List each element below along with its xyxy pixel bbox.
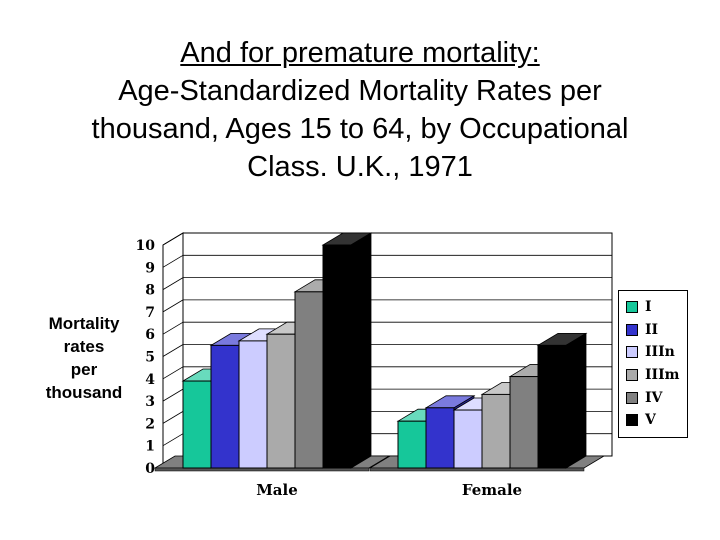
bar-II-male <box>210 344 240 469</box>
bar-IIIn-female <box>453 409 483 469</box>
legend-label: IIIm <box>645 367 680 384</box>
legend-item-iv: IV <box>626 386 687 409</box>
y-tick-label: 0 <box>145 461 155 477</box>
chart-legend: I II IIIn IIIm IV V <box>618 290 688 438</box>
gridline-side <box>162 411 184 424</box>
bar-IIIm-female <box>481 393 511 469</box>
legend-swatch <box>626 369 638 382</box>
x-tick-label-male: Male <box>256 481 298 499</box>
y-tick-label: 3 <box>145 394 155 410</box>
title-line-1: And for premature mortality: <box>180 37 540 69</box>
y-tick-label: 9 <box>145 260 155 276</box>
y-tick-label: 7 <box>145 305 155 321</box>
bar-V-male <box>322 244 352 469</box>
legend-swatch <box>626 391 638 404</box>
legend-item-ii: II <box>626 319 687 342</box>
legend-item-i: I <box>626 296 687 319</box>
legend-swatch <box>626 301 638 314</box>
y-tick-label: 10 <box>136 238 156 254</box>
bar-IV-female <box>509 376 539 469</box>
bar-IIIm-male <box>266 333 296 469</box>
title-line-4: Class. U.K., 1971 <box>247 151 473 183</box>
y-tick-label: 6 <box>145 327 155 343</box>
chart-title: And for premature mortality: Age-Standar… <box>40 34 680 186</box>
bar-II-female <box>425 407 455 469</box>
y-axis-label-line-2: rates <box>63 337 105 356</box>
legend-label: IV <box>645 389 663 406</box>
bar-IV-male <box>294 291 324 469</box>
gridline-side <box>162 254 184 268</box>
gridline-side <box>162 433 184 447</box>
y-tick-label: 8 <box>145 283 155 299</box>
y-tick-label: 1 <box>145 439 155 455</box>
gridline-side <box>162 344 184 357</box>
y-axis-label-line-4: thousand <box>45 383 123 402</box>
legend-label: IIIn <box>645 344 675 361</box>
y-tick-label: 2 <box>145 416 155 432</box>
legend-swatch <box>626 414 638 427</box>
gridline-side <box>162 277 184 290</box>
title-line-2: Age-Standardized Mortality Rates per <box>118 75 602 107</box>
gridline-side <box>162 299 184 313</box>
gridline-side <box>162 321 184 335</box>
gridline-side <box>162 366 184 380</box>
legend-item-iiim: IIIm <box>626 364 687 387</box>
y-axis-label: Mortality rates per thousand <box>30 312 138 404</box>
bar-IIIn-male <box>238 340 268 469</box>
y-tick-label: 4 <box>145 372 155 388</box>
bar-side-V-male <box>350 232 372 469</box>
legend-swatch <box>626 323 638 336</box>
y-tick-label: 5 <box>145 350 155 366</box>
title-line-3: thousand, Ages 15 to 64, by Occupational <box>91 113 629 145</box>
bar-I-female <box>397 420 427 469</box>
legend-label: II <box>645 321 659 338</box>
bar-I-male <box>182 380 212 469</box>
legend-label: V <box>645 412 656 429</box>
y-axis-label-line-1: Mortality <box>48 314 120 333</box>
gridline-side <box>162 388 184 402</box>
bar-V-female <box>537 344 567 469</box>
y-axis-label-line-3: per <box>70 360 98 379</box>
legend-swatch <box>626 346 638 359</box>
x-tick-label-female: Female <box>462 481 522 499</box>
legend-label: I <box>645 299 652 316</box>
legend-item-iiin: IIIn <box>626 341 687 364</box>
bar-side-V-female <box>565 332 587 469</box>
legend-item-v: V <box>626 409 687 432</box>
